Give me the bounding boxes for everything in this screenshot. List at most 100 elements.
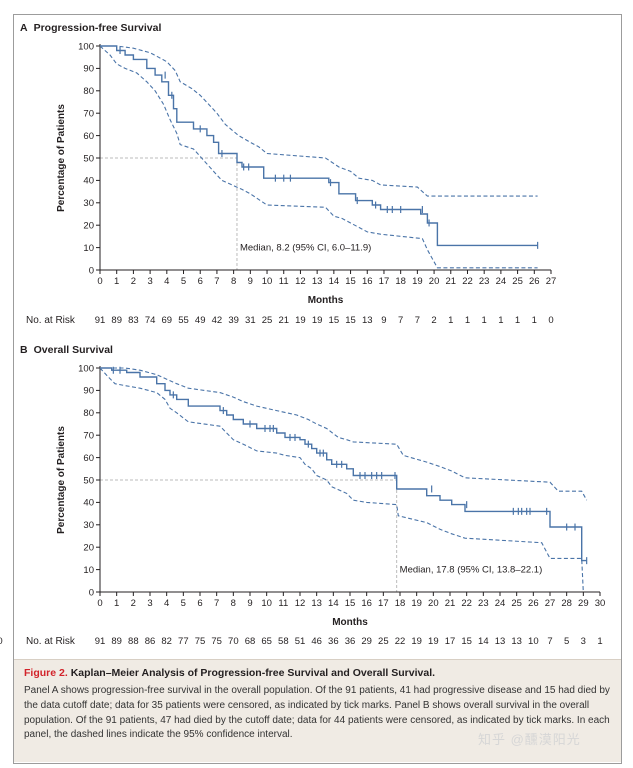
y-tick-label: 0 [89,587,94,598]
risk-value: 74 [144,315,156,326]
x-tick-label: 23 [479,276,490,287]
x-tick-label: 21 [445,276,456,287]
y-tick-label: 20 [83,221,94,232]
x-tick-label: 19 [412,276,423,287]
x-tick-label: 16 [361,598,372,609]
x-tick-label: 22 [461,598,472,609]
panel-b-title: Overall Survival [33,344,113,356]
y-tick-label: 40 [83,176,94,187]
y-tick-label: 70 [83,109,94,120]
risk-value: 25 [261,315,273,326]
caption-body: Panel A shows progression-free survival … [24,685,610,741]
x-tick-label: 18 [395,276,406,287]
risk-value: 1 [464,315,471,326]
x-tick-label: 1 [114,276,119,287]
panel-a-header: A Progression-free Survival [20,22,161,34]
x-tick-label: 27 [546,276,557,287]
x-tick-label: 12 [295,276,306,287]
panel-b-letter: B [20,344,28,356]
x-tick-label: 14 [329,276,340,287]
risk-value: 36 [344,636,356,647]
y-tick-label: 90 [83,386,94,397]
y-tick-label: 90 [83,64,94,75]
y-tick-label: 70 [83,431,94,442]
x-tick-label: 11 [279,276,289,287]
series-estimate [100,45,538,247]
risk-value: 13 [494,636,506,647]
x-tick-label: 30 [595,598,606,609]
risk-value: 7 [547,636,553,647]
x-tick-label: 0 [97,598,102,609]
series-ci-lower [99,45,538,269]
x-tick-label: 19 [411,598,422,609]
x-tick-label: 10 [261,598,272,609]
risk-value: 1 [448,315,454,326]
risk-value: 19 [428,636,439,647]
risk-value: 15 [328,315,340,326]
y-tick-label: 10 [83,243,94,254]
risk-value: 89 [111,315,122,326]
risk-value: 31 [245,315,256,326]
median-label: Median, 17.8 (95% CI, 13.8–22.1) [400,565,543,576]
x-tick-label: 10 [262,276,273,287]
risk-value: 15 [345,315,356,326]
risk-value: 1 [531,315,537,326]
series-estimate [100,367,587,562]
risk-value: 1 [481,315,487,326]
risk-value: 0 [548,315,554,326]
x-tick-label: 11 [278,598,288,609]
risk-value: 36 [328,636,339,647]
x-tick-label: 20 [429,276,440,287]
risk-value: 22 [394,636,406,647]
x-tick-label: 29 [578,598,589,609]
series-ci-upper [100,45,538,197]
y-tick-label: 50 [83,153,94,164]
y-tick-label: 60 [83,453,94,464]
y-tick-label: 80 [83,86,94,97]
risk-value: 1 [514,315,521,326]
x-tick-label: 17 [378,598,389,609]
risk-value: 0 [0,636,3,647]
x-tick-label: 7 [214,276,219,287]
x-tick-label: 20 [428,598,439,609]
y-tick-label: 100 [78,363,94,374]
risk-value: 88 [128,636,139,647]
caption-title-text: Kaplan–Meier Analysis of Progression-fre… [70,667,436,679]
x-tick-label: 24 [496,276,507,287]
x-tick-label: 25 [511,598,522,609]
risk-row-os: No. at Risk 91 89 88 86 82 77 75 75 70 68 65 58 51 46… [0,636,633,650]
x-tick-label: 16 [362,276,373,287]
caption-title: Figure 2. Kaplan–Meier Analysis of Progr… [24,667,435,679]
panel-a-letter: A [20,22,28,34]
risk-value: 75 [211,636,222,647]
watermark: 知乎 @醺漠阳光 [478,732,581,747]
risk-value: 51 [294,636,306,647]
y-tick-label: 30 [83,198,94,209]
risk-value: 1 [498,315,504,326]
risk-value: 13 [361,315,373,326]
x-tick-label: 4 [164,276,169,287]
y-tick-label: 60 [83,131,94,142]
figure-caption: Figure 2. Kaplan–Meier Analysis of Progr… [14,659,621,762]
x-tick-label: 26 [528,598,539,609]
x-tick-label: 5 [181,598,186,609]
panel-b-header: B Overall Survival [20,344,113,356]
x-tick-label: 6 [197,598,202,609]
x-tick-label: 9 [247,598,252,609]
risk-value: 17 [444,636,456,647]
risk-value: 69 [161,315,173,326]
x-tick-label: 18 [395,598,406,609]
risk-value: 13 [511,636,522,647]
risk-value: 58 [278,636,289,647]
risk-value: 65 [261,636,272,647]
panel-a-title: Progression-free Survival [33,22,162,34]
risk-value: 91 [94,636,106,647]
x-tick-label: 22 [462,276,473,287]
x-axis-label: Months [308,295,344,306]
risk-value: 5 [564,636,570,647]
x-tick-label: 12 [295,598,306,609]
risk-value: 7 [398,315,404,326]
x-axis-label: Months [332,617,368,628]
x-tick-label: 13 [312,276,323,287]
